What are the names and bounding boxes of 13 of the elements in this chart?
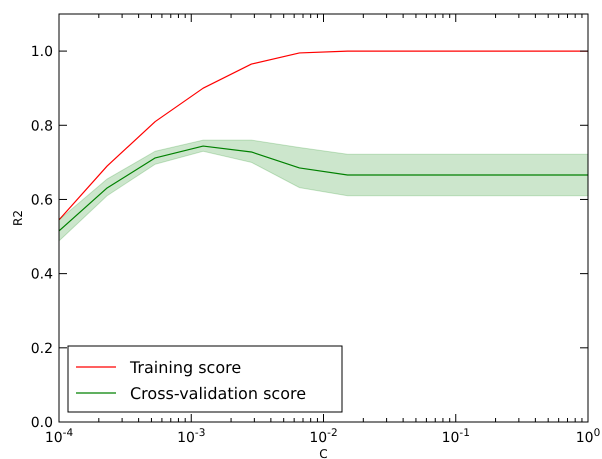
y-tick-label: 0.2	[30, 340, 53, 357]
x-axis-title: C	[319, 447, 328, 459]
x-tick-label: 10$^{0}$	[576, 427, 600, 446]
x-tick-label: 10$^{-1}$	[442, 427, 470, 446]
y-tick-label: 0.4	[30, 266, 54, 283]
legend-label: Training score	[129, 358, 242, 377]
y-axis-title: R2	[11, 210, 25, 226]
y-tick-label: 0.6	[30, 192, 54, 208]
x-tick-label: 10$^{-3}$	[177, 427, 206, 446]
legend-label: Cross-validation score	[130, 384, 306, 403]
y-tick-label: 1.0	[30, 44, 53, 60]
y-tick-label: 0.8	[30, 118, 53, 134]
x-tick-label: 10$^{-2}$	[309, 427, 338, 446]
